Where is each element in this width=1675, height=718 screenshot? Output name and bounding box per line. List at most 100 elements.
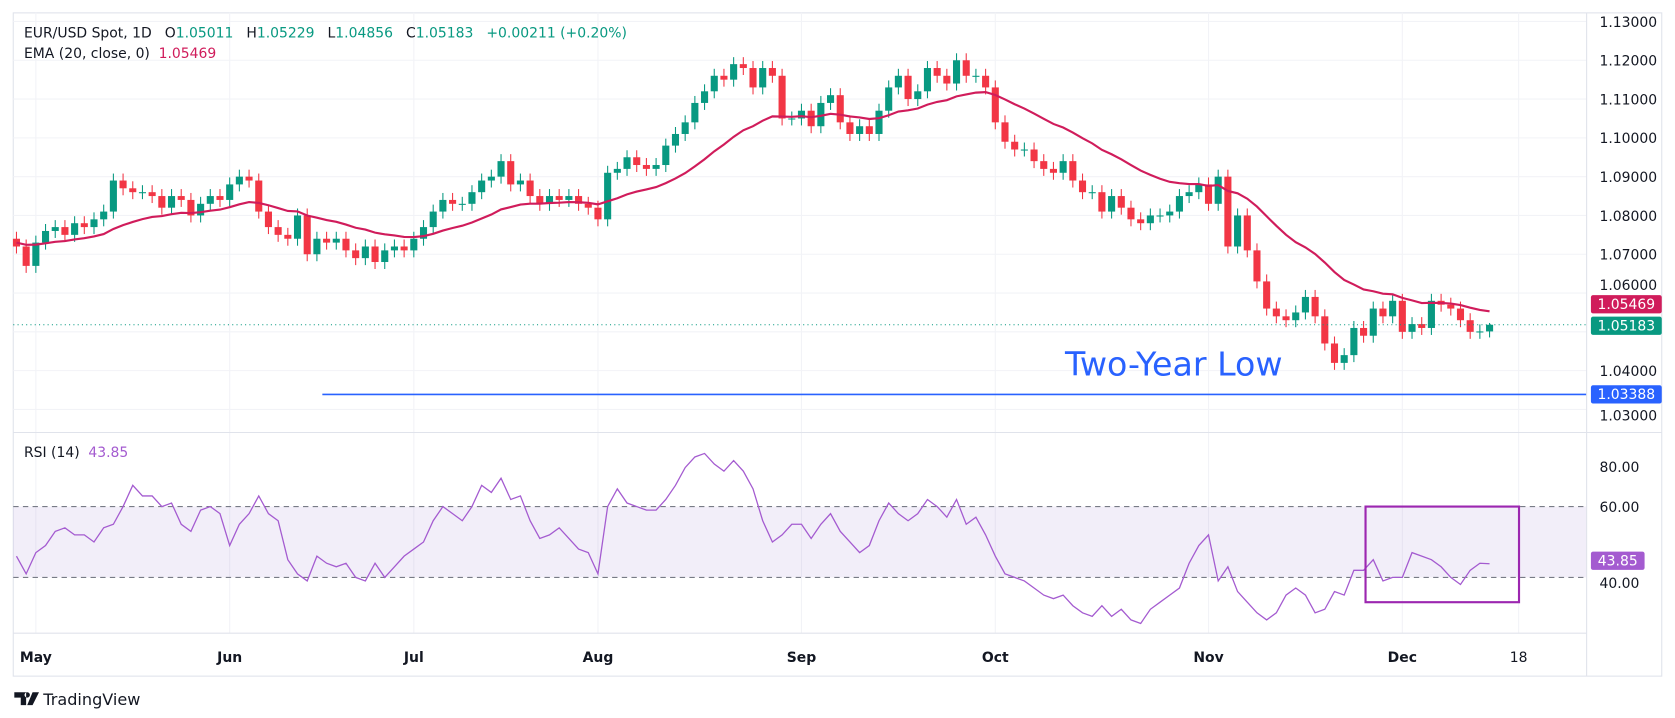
candle xyxy=(32,235,40,273)
close-badge-text: 1.05183 xyxy=(1598,319,1656,335)
candle-body xyxy=(1321,316,1329,344)
time-axis[interactable]: May Jun Jul Aug Sep Oct Nov Dec 18 xyxy=(20,650,1528,666)
candle-body xyxy=(274,227,282,235)
candle-body xyxy=(1389,300,1397,317)
candle-body xyxy=(293,215,302,239)
candle-body xyxy=(1253,250,1261,282)
candle xyxy=(565,189,573,207)
legend-main[interactable]: EUR/USD Spot, 1D O1.05011 H1.05229 L1.04… xyxy=(24,26,627,42)
candle xyxy=(1204,177,1213,211)
rsi-label: RSI (14) xyxy=(24,445,80,461)
candle-body xyxy=(429,211,437,228)
candle xyxy=(342,231,350,258)
candle xyxy=(885,80,893,118)
candle xyxy=(613,161,621,180)
rsi-line xyxy=(15,452,1490,625)
tradingview-icon xyxy=(14,692,40,706)
candle xyxy=(303,208,311,262)
candle-body xyxy=(565,196,573,200)
time-tick-label: Oct xyxy=(982,650,1009,666)
candle xyxy=(982,68,990,95)
candle xyxy=(691,95,699,130)
price-axis[interactable]: 1.13000 1.12000 1.11000 1.10000 1.09000 1.080… xyxy=(1600,15,1658,425)
candle-body xyxy=(613,168,621,173)
candle xyxy=(235,169,243,192)
candle xyxy=(836,88,844,130)
time-tick-label: May xyxy=(20,650,52,666)
candle-body xyxy=(555,196,563,200)
candle-body xyxy=(1311,296,1319,317)
candle-body xyxy=(720,75,728,80)
candle-body xyxy=(1340,355,1348,363)
legend-rsi[interactable]: RSI (14) 43.85 xyxy=(24,445,128,461)
candle-body xyxy=(1069,161,1077,181)
candle xyxy=(90,212,98,235)
candle xyxy=(1001,115,1009,149)
candle-body xyxy=(962,60,970,76)
candle xyxy=(284,227,292,246)
candle xyxy=(545,189,554,211)
candle xyxy=(197,196,205,223)
candle-body xyxy=(759,68,767,88)
candle-body xyxy=(119,180,127,189)
candle-body xyxy=(352,250,360,259)
candle-body xyxy=(80,223,88,228)
candle xyxy=(1243,208,1251,258)
candle xyxy=(1253,243,1261,289)
tradingview-logo[interactable]: TradingView xyxy=(14,690,140,709)
ema-label: EMA (20, close, 0) xyxy=(24,46,150,62)
candle-body xyxy=(1049,168,1057,173)
candle xyxy=(400,239,408,258)
candle xyxy=(1030,142,1038,169)
candle xyxy=(914,84,922,107)
rsi-tick-label: 60.00 xyxy=(1600,500,1640,516)
close-badge xyxy=(1590,316,1662,335)
candle-body xyxy=(894,75,902,88)
candle xyxy=(507,154,515,192)
candle-body xyxy=(1088,192,1096,194)
candle-body xyxy=(691,102,699,123)
candle-body xyxy=(1476,331,1484,333)
candle-body xyxy=(255,180,263,212)
candles xyxy=(12,53,1494,370)
candle xyxy=(1069,154,1077,188)
candle-body xyxy=(797,110,806,119)
candle-body xyxy=(1117,196,1125,208)
candle-body xyxy=(788,118,796,120)
candle xyxy=(671,126,680,153)
candle xyxy=(1292,305,1300,328)
candle-body xyxy=(284,234,292,239)
open-value: 1.05011 xyxy=(176,26,234,42)
candle-body xyxy=(1360,327,1368,336)
candle-body xyxy=(991,87,999,123)
candle-body xyxy=(109,180,117,212)
candle xyxy=(788,111,796,126)
candle xyxy=(419,220,428,246)
candle-body xyxy=(1098,192,1106,212)
candle xyxy=(1117,189,1125,215)
candle-body xyxy=(604,172,612,220)
candle xyxy=(1234,208,1242,254)
candle xyxy=(633,150,641,173)
time-tick-label: 18 xyxy=(1510,650,1528,666)
candle xyxy=(575,189,583,211)
candle-body xyxy=(1234,215,1242,247)
candle xyxy=(1108,189,1116,219)
candle-body xyxy=(1127,207,1135,220)
candle-body xyxy=(245,176,253,181)
legend-ema[interactable]: EMA (20, close, 0) 1.05469 xyxy=(24,46,216,62)
candle xyxy=(962,53,970,83)
rsi-axis[interactable]: 80.00 60.00 40.00 xyxy=(1600,460,1640,592)
candle xyxy=(1476,324,1484,339)
candle xyxy=(458,196,466,211)
candle xyxy=(1020,142,1028,157)
rsi-tick-label: 80.00 xyxy=(1600,460,1640,476)
close-label: C xyxy=(406,26,416,42)
candle-body xyxy=(264,211,272,228)
candle xyxy=(1272,301,1280,324)
price-badges: 1.05469 1.05183 1.03388 43.85 xyxy=(1590,295,1662,570)
candle xyxy=(245,169,253,188)
close-value: 1.05183 xyxy=(416,26,474,42)
candle xyxy=(352,243,360,266)
